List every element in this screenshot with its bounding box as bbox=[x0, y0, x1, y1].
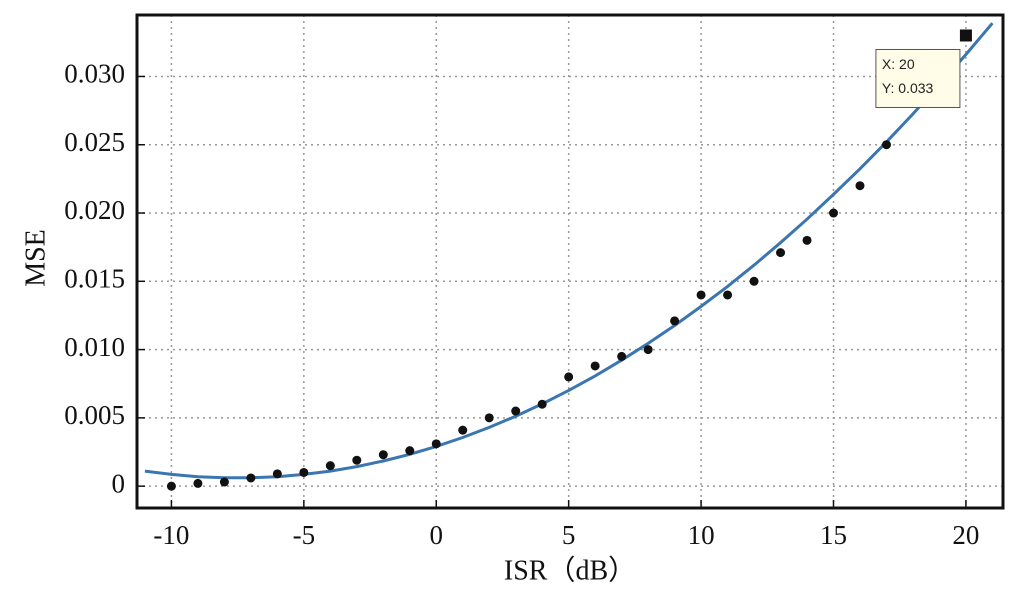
x-axis-title: ISR（dB） bbox=[504, 554, 636, 586]
data-point bbox=[272, 469, 282, 479]
data-point bbox=[670, 316, 680, 326]
plot-area bbox=[144, 22, 994, 491]
data-point bbox=[431, 439, 441, 449]
data-point bbox=[484, 413, 494, 423]
x-tick-label: 15 bbox=[820, 520, 847, 550]
highlight-point bbox=[959, 29, 972, 42]
y-tick-label: 0.010 bbox=[64, 332, 125, 362]
data-point bbox=[193, 478, 203, 488]
y-tick-label: 0.025 bbox=[64, 127, 125, 157]
data-point bbox=[378, 450, 388, 460]
data-point bbox=[564, 372, 574, 382]
datatip-box bbox=[875, 48, 961, 108]
datatip-text: X: 20 bbox=[882, 56, 915, 72]
x-tick-label: 20 bbox=[952, 520, 979, 550]
data-point bbox=[405, 446, 415, 456]
x-tick-label: -5 bbox=[293, 520, 316, 550]
x-tick-label: 10 bbox=[688, 520, 715, 550]
data-point bbox=[219, 477, 229, 487]
data-point bbox=[776, 248, 786, 258]
data-point bbox=[246, 473, 256, 483]
data-point bbox=[590, 361, 600, 371]
data-point bbox=[696, 290, 706, 300]
data-point bbox=[537, 399, 547, 409]
data-point bbox=[325, 461, 335, 471]
data-point bbox=[749, 276, 759, 286]
y-tick-label: 0.005 bbox=[64, 400, 125, 430]
data-point bbox=[617, 351, 627, 361]
data-point bbox=[829, 208, 839, 218]
y-tick-label: 0.020 bbox=[64, 195, 125, 225]
x-tick-label: 5 bbox=[562, 520, 576, 550]
data-point bbox=[352, 455, 362, 465]
data-point bbox=[643, 345, 653, 355]
y-axis-title: MSE bbox=[20, 229, 51, 287]
plot-frame bbox=[135, 13, 1005, 510]
y-tick-label: 0.030 bbox=[64, 59, 125, 89]
y-tick-label: 0 bbox=[112, 468, 126, 498]
data-point bbox=[299, 467, 309, 477]
data-point bbox=[723, 290, 733, 300]
x-tick-label: 0 bbox=[430, 520, 444, 550]
x-tick-label: -10 bbox=[153, 520, 189, 550]
datatip-text: Y: 0.033 bbox=[882, 80, 934, 96]
data-point bbox=[511, 406, 521, 416]
data-point bbox=[802, 235, 812, 245]
data-point bbox=[166, 481, 176, 491]
data-point bbox=[881, 140, 891, 150]
data-point bbox=[458, 425, 468, 435]
data-point bbox=[855, 181, 865, 191]
fit-curve bbox=[144, 22, 994, 480]
y-tick-label: 0.015 bbox=[64, 264, 125, 294]
